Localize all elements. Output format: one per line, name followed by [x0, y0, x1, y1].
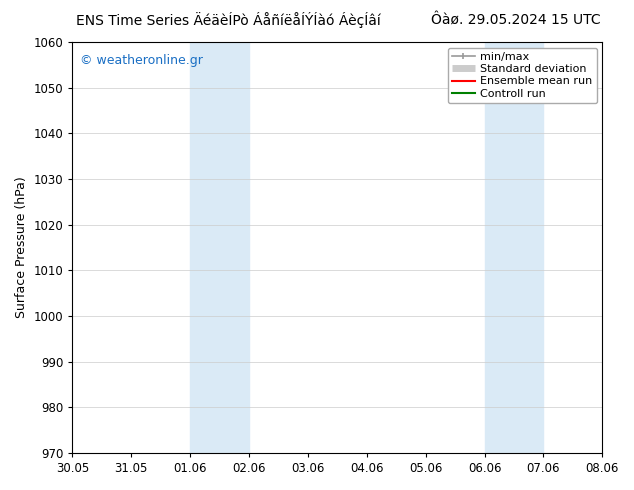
Bar: [190, 42, 249, 453]
Legend: min/max, Standard deviation, Ensemble mean run, Controll run: min/max, Standard deviation, Ensemble me…: [448, 48, 597, 103]
Text: ENS Time Series ÄéäèÍPò ÁåñíëåÍÝÍàó ÁèçÍâí: ENS Time Series ÄéäèÍPò ÁåñíëåÍÝÍàó ÁèçÍ…: [76, 12, 381, 28]
Y-axis label: Surface Pressure (hPa): Surface Pressure (hPa): [15, 176, 28, 318]
Text: Ôàø. 29.05.2024 15 UTC: Ôàø. 29.05.2024 15 UTC: [431, 12, 601, 26]
Text: © weatheronline.gr: © weatheronline.gr: [81, 54, 203, 68]
Bar: [484, 42, 543, 453]
